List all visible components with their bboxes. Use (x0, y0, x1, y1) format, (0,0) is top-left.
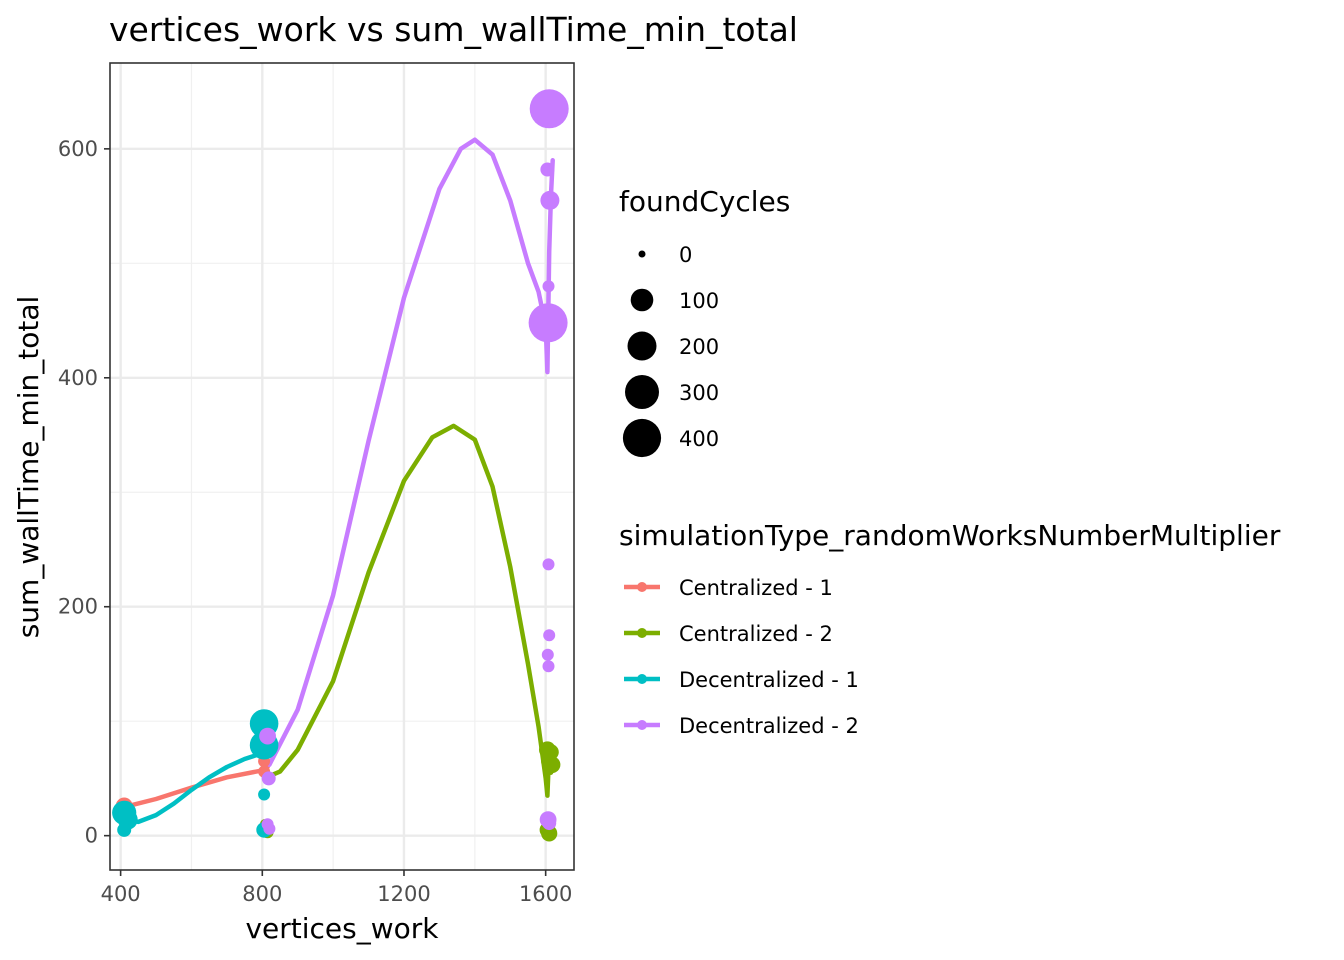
size-legend-key (622, 418, 662, 458)
axis-ticks: 400 800 1200 1600 0 200 400 600 (58, 137, 572, 906)
y-axis-title: sum_wallTime_min_total (12, 296, 45, 639)
data-point (528, 303, 568, 343)
x-tick-label: 1200 (377, 882, 430, 906)
series-line (121, 746, 272, 825)
data-points (112, 89, 569, 842)
color-legend-label: Decentralized - 2 (679, 714, 859, 738)
smooth-lines (121, 137, 555, 825)
chart-title: vertices_work vs sum_wallTime_min_total (109, 10, 798, 49)
series-line (267, 137, 555, 767)
color-legend-label: Centralized - 2 (679, 622, 833, 646)
grid-lines (110, 63, 574, 870)
color-legend-dot (637, 674, 647, 684)
data-point (542, 558, 555, 571)
data-point (540, 190, 560, 210)
legend: foundCycles 0 100 200 300 400 simulationType… (619, 185, 1281, 738)
data-point (541, 648, 554, 661)
data-point (543, 629, 556, 642)
x-axis-title: vertices_work (245, 912, 439, 945)
y-tick-label: 0 (85, 824, 98, 848)
color-legend-dot (637, 720, 647, 730)
data-point (529, 89, 569, 129)
data-point (542, 660, 555, 673)
data-point (542, 816, 557, 831)
color-legend-title: simulationType_randomWorksNumberMultipli… (619, 519, 1281, 552)
y-tick-label: 400 (58, 366, 98, 390)
color-legend-label: Decentralized - 1 (679, 668, 859, 692)
size-legend-label: 100 (679, 289, 719, 313)
size-legend-label: 400 (679, 427, 719, 451)
data-point (543, 756, 561, 774)
size-legend-label: 300 (679, 381, 719, 405)
size-legend-key (638, 250, 646, 258)
size-legend-label: 200 (679, 335, 719, 359)
data-point (261, 771, 276, 786)
panel-border (109, 62, 575, 871)
size-legend: 0 100 200 300 400 (622, 243, 719, 458)
data-point (541, 825, 558, 842)
color-legend-dot (637, 628, 647, 638)
size-legend-key (627, 331, 657, 361)
y-tick-label: 600 (58, 137, 98, 161)
data-point (258, 788, 271, 801)
color-legend-dot (637, 582, 647, 592)
x-tick-label: 1600 (519, 882, 572, 906)
y-tick-label: 200 (58, 595, 98, 619)
x-tick-label: 400 (101, 882, 141, 906)
size-legend-title: foundCycles (619, 185, 790, 218)
data-point (259, 727, 276, 745)
data-point (542, 280, 555, 293)
x-tick-label: 800 (242, 882, 282, 906)
size-legend-key (625, 375, 659, 409)
data-point (540, 162, 555, 177)
data-point (263, 822, 276, 835)
series-line (267, 423, 554, 798)
color-legend: Centralized - 1 Centralized - 2 Decentrali… (624, 576, 859, 738)
size-legend-label: 0 (679, 243, 692, 267)
size-legend-key (630, 288, 654, 312)
color-legend-label: Centralized - 1 (679, 576, 833, 600)
data-point (117, 822, 132, 837)
